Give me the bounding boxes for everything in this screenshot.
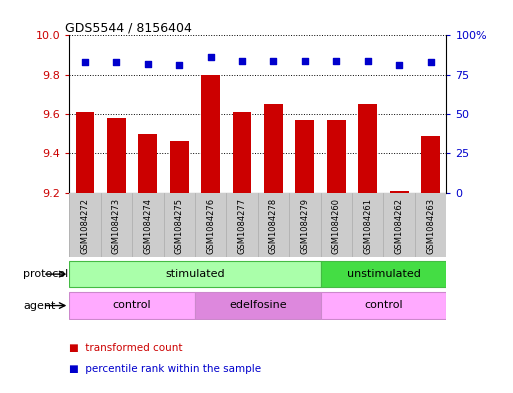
Text: GSM1084274: GSM1084274 [143, 198, 152, 254]
Point [395, 62, 403, 68]
Point [81, 59, 89, 65]
Bar [295, 120, 314, 193]
Text: GSM1084260: GSM1084260 [332, 198, 341, 254]
Text: unstimulated: unstimulated [346, 268, 421, 279]
Point [332, 57, 341, 64]
Text: control: control [364, 300, 403, 310]
Bar [321, 261, 446, 287]
Text: GSM1084261: GSM1084261 [363, 198, 372, 254]
Bar [195, 292, 321, 319]
Point [269, 57, 278, 64]
Text: GSM1084276: GSM1084276 [206, 198, 215, 254]
Text: GSM1084272: GSM1084272 [81, 198, 89, 254]
Text: GSM1084263: GSM1084263 [426, 198, 435, 254]
Bar [201, 75, 220, 193]
Point [426, 59, 435, 65]
Text: ■  percentile rank within the sample: ■ percentile rank within the sample [69, 364, 262, 375]
Text: stimulated: stimulated [165, 268, 225, 279]
Text: edelfosine: edelfosine [229, 300, 287, 310]
Bar [327, 120, 346, 193]
Bar [170, 141, 189, 193]
Point [175, 62, 183, 68]
Point [364, 57, 372, 64]
Text: GSM1084278: GSM1084278 [269, 198, 278, 254]
Point [207, 54, 215, 61]
Text: GSM1084273: GSM1084273 [112, 198, 121, 254]
Text: protocol: protocol [23, 269, 68, 279]
Bar [264, 104, 283, 193]
Point [144, 61, 152, 67]
Bar [233, 112, 251, 193]
Bar [139, 134, 157, 193]
Bar [358, 104, 377, 193]
Bar [107, 118, 126, 193]
Text: GSM1084262: GSM1084262 [394, 198, 404, 254]
Bar [69, 261, 321, 287]
Bar [69, 292, 195, 319]
Text: ■  transformed count: ■ transformed count [69, 343, 183, 353]
Text: control: control [113, 300, 151, 310]
Point [112, 59, 121, 65]
Text: GSM1084279: GSM1084279 [301, 198, 309, 254]
Text: agent: agent [23, 301, 55, 310]
Bar [390, 191, 408, 193]
Text: GSM1084277: GSM1084277 [238, 198, 247, 254]
Bar [421, 136, 440, 193]
Point [301, 57, 309, 64]
Bar [75, 112, 94, 193]
Point [238, 57, 246, 64]
Bar [321, 292, 446, 319]
Text: GDS5544 / 8156404: GDS5544 / 8156404 [66, 21, 192, 34]
Text: GSM1084275: GSM1084275 [175, 198, 184, 254]
